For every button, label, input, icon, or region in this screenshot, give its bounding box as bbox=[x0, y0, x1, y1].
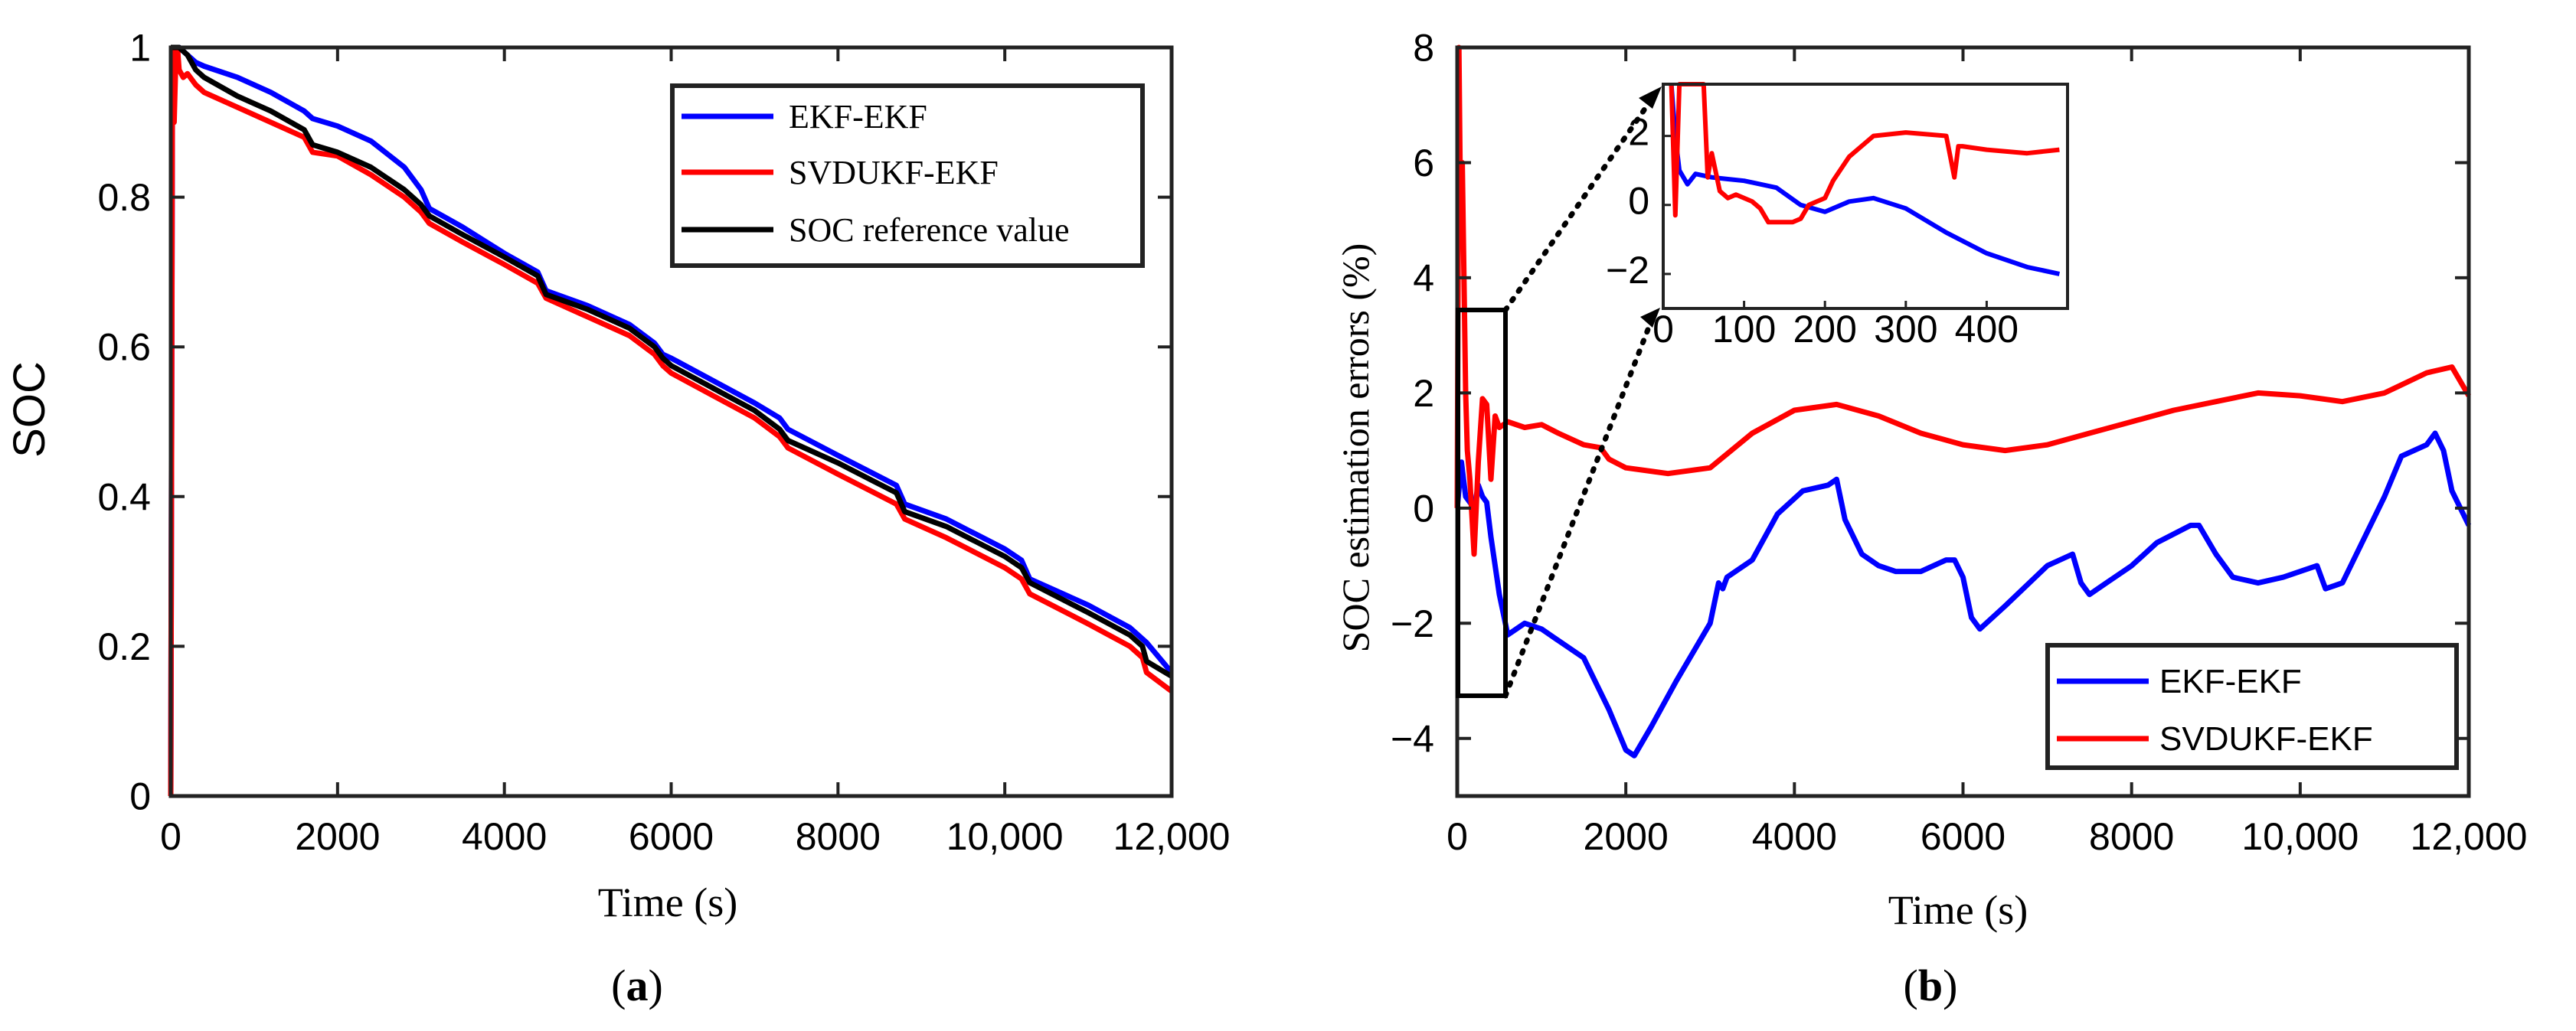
panel-a-series-line-0 bbox=[168, 44, 1174, 797]
panel-b-inset-series-layer bbox=[1669, 82, 2061, 276]
panel-b-y-tick-label: 2 bbox=[1413, 372, 1434, 415]
panel-a-x-tick-label: 8000 bbox=[796, 815, 881, 858]
panel-b-x-tick-label: 6000 bbox=[1921, 815, 2006, 858]
panel-a-y-tick-label: 0 bbox=[129, 775, 151, 818]
panel-a-chart: 0 2000 4000 6000 8000 10,000 12,000 0 0.2 0.4 0.6 0… bbox=[5, 27, 1230, 1011]
panel-b-inset-series-line-0 bbox=[1669, 83, 2061, 276]
panel-b-zoom-leader-top bbox=[1502, 93, 1657, 313]
panel-b-x-tick-label: 0 bbox=[1447, 815, 1468, 858]
panel-a-ticks: 0 2000 4000 6000 8000 10,000 12,000 0 0.2 0.4 0.6 0… bbox=[97, 27, 1230, 859]
panel-a-x-axis-label: Time (s) bbox=[598, 879, 738, 925]
panel-a-x-tick-label: 0 bbox=[160, 815, 181, 858]
panel-b-inset-x-tick-label: 0 bbox=[1652, 308, 1674, 351]
panel-a-legend-label-reference: SOC reference value bbox=[789, 211, 1069, 249]
panel-a-legend-label-svdukf: SVDUKF-EKF bbox=[789, 154, 999, 191]
panel-a-legend-label-ekf: EKF-EKF bbox=[789, 98, 927, 135]
panel-a-legend: EKF-EKF SVDUKF-EKF SOC reference value bbox=[670, 83, 1145, 268]
panel-b-x-axis-label: Time (s) bbox=[1888, 887, 2028, 933]
panel-a-x-tick-label: 2000 bbox=[295, 815, 380, 858]
panel-b-zoom-region-box bbox=[1456, 308, 1508, 698]
panel-a-caption-letter: a bbox=[626, 961, 649, 1010]
panel-a-x-tick-label: 6000 bbox=[629, 815, 714, 858]
panel-b-zoom-arrowhead-top bbox=[1639, 86, 1662, 109]
panel-b-legend: EKF-EKF SVDUKF-EKF bbox=[2045, 643, 2459, 770]
panel-b-y-tick-label: 6 bbox=[1413, 142, 1434, 184]
panel-b-y-tick-label: 0 bbox=[1413, 487, 1434, 530]
panel-a-y-tick-label: 0.2 bbox=[97, 625, 151, 668]
panel-b-inset-x-tick-label: 400 bbox=[1955, 308, 2019, 351]
panel-b-y-tick-label: 4 bbox=[1413, 256, 1434, 299]
panel-b-series-line-1 bbox=[1454, 44, 2472, 557]
panel-a-x-tick-label: 10,000 bbox=[946, 815, 1064, 858]
panel-a-y-tick-label: 1 bbox=[129, 27, 151, 70]
panel-a-x-tick-label: 12,000 bbox=[1113, 815, 1231, 858]
panel-a-y-axis-label: SOC bbox=[5, 361, 54, 458]
panel-b-x-tick-label: 8000 bbox=[2089, 815, 2174, 858]
panel-b-inset-y-tick-label: 2 bbox=[1628, 111, 1649, 154]
panel-b-inset-frame bbox=[1662, 83, 2069, 310]
panel-a-y-tick-label: 0.6 bbox=[97, 326, 151, 369]
panel-b-series-layer bbox=[1454, 44, 2472, 759]
panel-b-legend-label-svdukf: SVDUKF-EKF bbox=[2159, 720, 2373, 758]
panel-b-caption: (b) bbox=[1904, 961, 1958, 1010]
panel-b-legend-label-ekf: EKF-EKF bbox=[2159, 663, 2302, 700]
panel-a-series-layer bbox=[168, 44, 1174, 797]
panel-b-x-tick-label: 10,000 bbox=[2241, 815, 2359, 858]
panel-b-y-tick-label: −2 bbox=[1391, 602, 1434, 645]
panel-b-y-axis-label: SOC estimation errors (%) bbox=[1334, 243, 1377, 653]
panel-b-x-tick-label: 2000 bbox=[1584, 815, 1669, 858]
panel-b-inset-series-line-1 bbox=[1669, 82, 2060, 225]
panel-b-inset-y-tick-label: 0 bbox=[1628, 180, 1649, 223]
panel-a-y-tick-label: 0.4 bbox=[97, 475, 151, 518]
panel-a-y-tick-label: 0.8 bbox=[97, 176, 151, 219]
panel-b-x-tick-label: 4000 bbox=[1752, 815, 1837, 858]
panel-b-inset-x-tick-label: 100 bbox=[1712, 308, 1776, 351]
panel-b-inset-y-tick-label: −2 bbox=[1606, 249, 1649, 292]
panel-b-legend-box bbox=[2045, 643, 2459, 770]
panel-b-zoom-leader-bottom bbox=[1502, 311, 1657, 699]
panel-b-inset-x-tick-label: 300 bbox=[1874, 308, 1937, 351]
panel-b-inset-x-tick-label: 200 bbox=[1793, 308, 1856, 351]
panel-b-inset-ticks: 0 100 200 300 400−202 bbox=[1606, 111, 2019, 351]
panel-a-caption: (a) bbox=[611, 961, 663, 1010]
panel-a-series-line-2 bbox=[171, 44, 1173, 679]
panel-b-series-line-0 bbox=[1454, 430, 2472, 759]
panel-b-y-tick-label: 8 bbox=[1413, 27, 1434, 70]
panel-b-x-tick-label: 12,000 bbox=[2411, 815, 2528, 858]
panel-b-caption-letter: b bbox=[1918, 961, 1943, 1010]
panel-a-x-tick-label: 4000 bbox=[462, 815, 547, 858]
panel-b-y-tick-label: −4 bbox=[1391, 717, 1434, 760]
panel-b-zoom-arrowhead-bottom bbox=[1640, 308, 1660, 328]
